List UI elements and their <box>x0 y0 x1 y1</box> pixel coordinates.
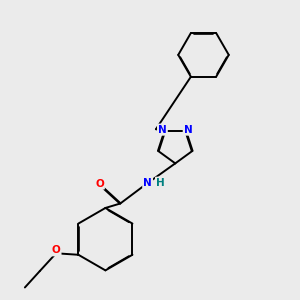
Text: N: N <box>143 178 152 188</box>
Text: H: H <box>156 178 165 188</box>
Text: N: N <box>158 124 167 135</box>
Text: N: N <box>184 124 193 135</box>
Text: O: O <box>52 245 61 255</box>
Text: O: O <box>95 178 104 189</box>
